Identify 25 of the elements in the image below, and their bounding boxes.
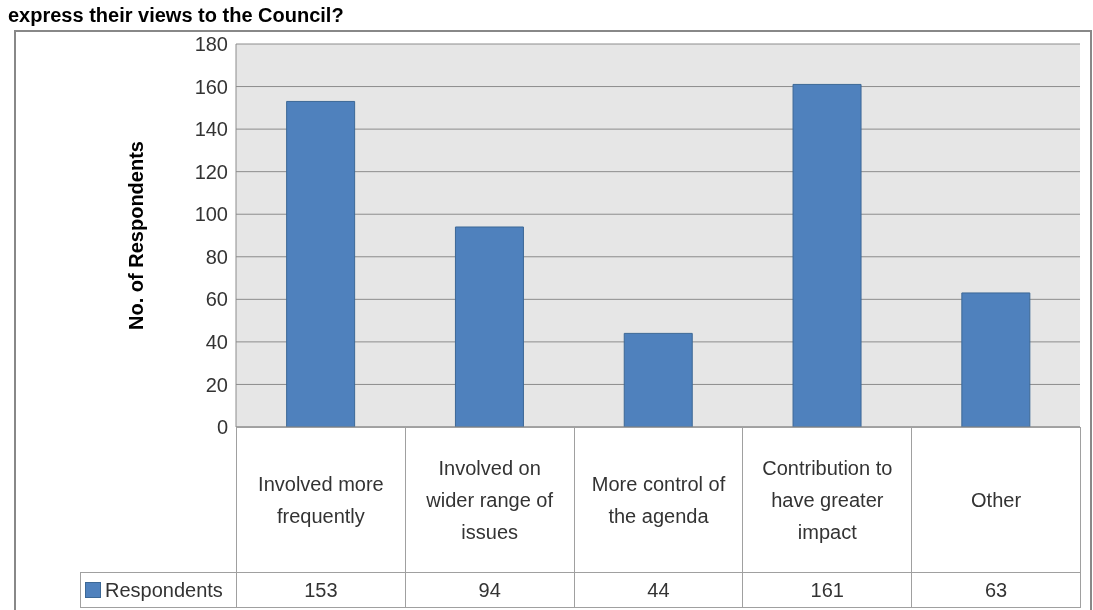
x-tick-label: Contribution to have greater impact — [742, 427, 913, 573]
y-tick-label: 140 — [194, 118, 228, 141]
x-tick-label: More control of the agenda — [573, 427, 744, 573]
y-tick-label: 160 — [194, 75, 228, 98]
y-tick-label: 120 — [194, 160, 228, 183]
x-tick-label: Involved on wider range of issues — [404, 427, 575, 573]
y-tick-label: 20 — [205, 373, 228, 396]
y-tick-label: 180 — [194, 33, 228, 56]
y-tick-label: 60 — [205, 288, 228, 311]
y-tick-label: 100 — [194, 203, 228, 226]
data-label: 161 — [742, 572, 913, 608]
data-label: 153 — [236, 572, 406, 608]
x-tick-label: Other — [911, 427, 1081, 573]
legend-label: Respondents — [80, 572, 237, 608]
bar — [961, 292, 1031, 427]
data-label: 63 — [911, 572, 1081, 608]
chart-title: express their views to the Council? — [8, 4, 344, 27]
y-tick-label: 0 — [216, 416, 228, 439]
bar — [286, 100, 356, 427]
y-tick-label: 80 — [205, 245, 228, 268]
data-label: 44 — [573, 572, 744, 608]
data-label: 94 — [404, 572, 575, 608]
y-tick-label: 40 — [205, 330, 228, 353]
y-axis-title: No. of Respondents — [125, 141, 148, 330]
x-tick-label: Involved more frequently — [236, 427, 406, 573]
